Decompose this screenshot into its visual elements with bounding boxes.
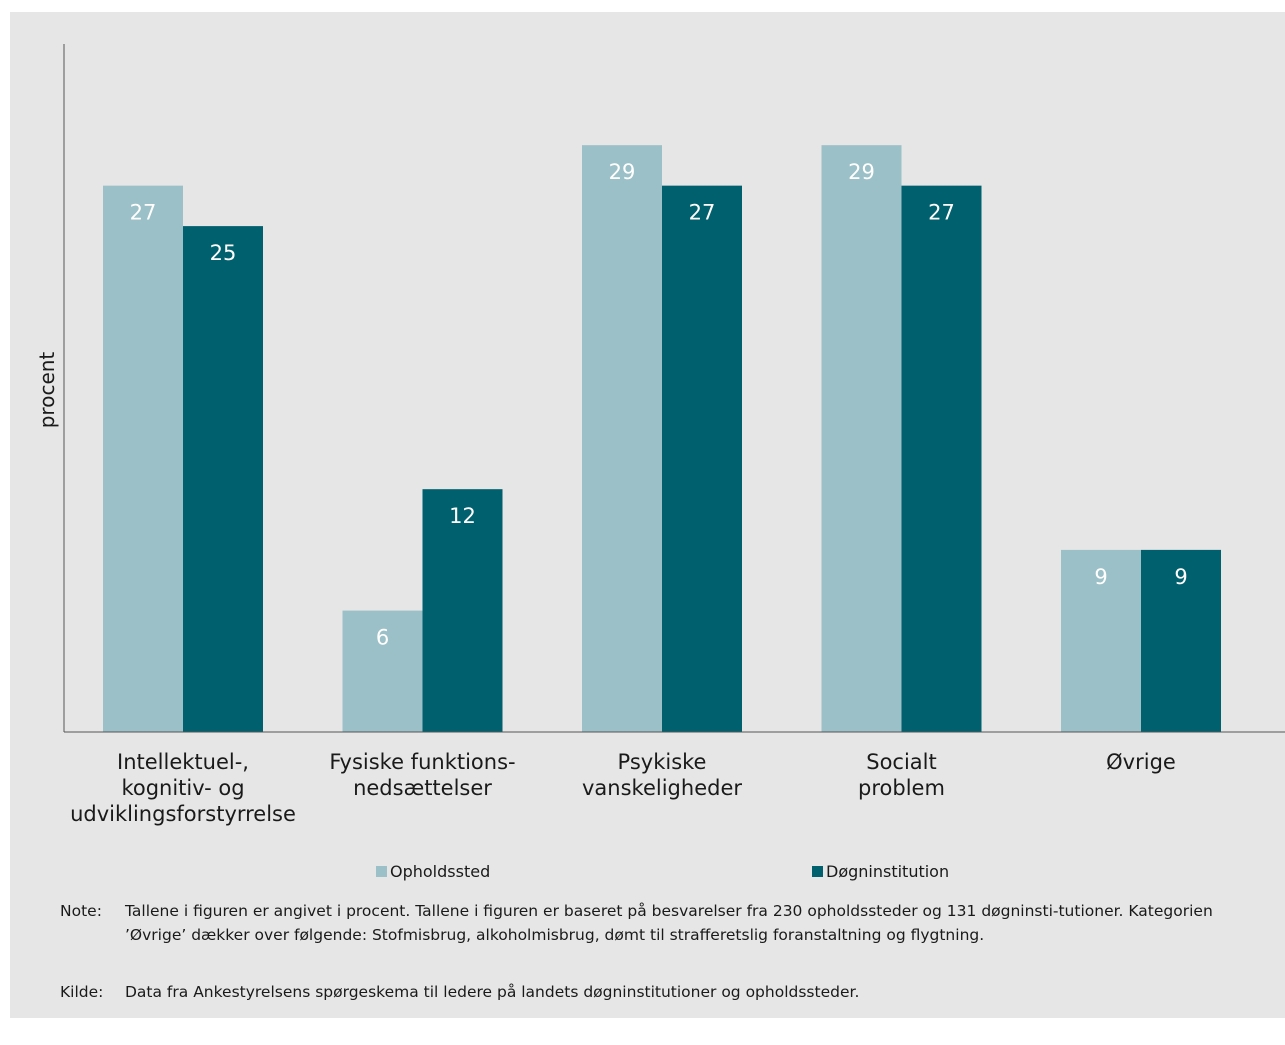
legend-item-opholdssted: Opholdssted xyxy=(376,862,490,881)
bar-opholdssted-4 xyxy=(1061,549,1141,732)
x-tick-label-3: Socialt problem xyxy=(762,749,1042,801)
x-tick-label-line: Psykiske xyxy=(617,750,707,774)
x-tick-label-line: udviklingsforstyrrelse xyxy=(70,802,296,826)
x-tick-label-line: Intellektuel-, xyxy=(117,750,249,774)
legend-label-dogninstitution: Døgninstitution xyxy=(826,862,950,881)
y-axis-label: procent xyxy=(35,352,59,429)
bar-opholdssted-3 xyxy=(821,145,902,733)
legend-swatch-opholdssted xyxy=(376,866,387,877)
x-tick-label-line: vanskeligheder xyxy=(582,776,742,800)
x-tick-label-line: Øvrige xyxy=(1106,750,1176,774)
note-label: Note: xyxy=(60,902,102,920)
x-tick-label-2: Psykiske vanskeligheder xyxy=(522,749,802,801)
legend-swatch-dogninstitution xyxy=(812,866,823,877)
data-label-opholdssted-2: 29 xyxy=(609,160,636,184)
data-label-dogninstitution-2: 27 xyxy=(689,201,716,225)
data-label-opholdssted-4: 9 xyxy=(1094,565,1107,589)
bar-opholdssted-0 xyxy=(103,185,183,732)
x-tick-label-line: kognitiv- og xyxy=(121,776,245,800)
x-tick-label-line: nedsættelser xyxy=(353,776,492,800)
bar-dogninstitution-4 xyxy=(1141,549,1221,732)
data-label-opholdssted-3: 29 xyxy=(848,160,875,184)
x-tick-label-line: Socialt xyxy=(866,750,937,774)
x-tick-label-0: Intellektuel-, kognitiv- og udviklingsfors… xyxy=(43,749,323,827)
data-label-opholdssted-0: 27 xyxy=(130,201,157,225)
bar-opholdssted-2 xyxy=(582,145,662,733)
note: Note: Tallene i figuren er angivet i pro… xyxy=(60,900,1275,947)
bar-dogninstitution-3 xyxy=(901,185,982,732)
data-label-dogninstitution-3: 27 xyxy=(928,201,955,225)
data-label-dogninstitution-4: 9 xyxy=(1174,565,1187,589)
source-text: Data fra Ankestyrelsens spørgeskema til … xyxy=(125,983,860,1001)
bar-dogninstitution-2 xyxy=(662,185,742,732)
x-tick-label-line: Fysiske funktions- xyxy=(329,750,516,774)
note-text: Tallene i figuren er angivet i procent. … xyxy=(125,902,1213,944)
data-label-opholdssted-1: 6 xyxy=(376,626,389,650)
source: Kilde: Data fra Ankestyrelsens spørgeske… xyxy=(60,981,1275,1005)
chart-panel: 27 25 6 12 29 27 29 27 9 9 procent Intellektuel-,… xyxy=(10,12,1285,1018)
bar-chart: 27 25 6 12 29 27 29 27 9 9 procent xyxy=(35,44,1285,733)
data-label-dogninstitution-0: 25 xyxy=(210,241,237,265)
bar-dogninstitution-0 xyxy=(183,226,263,732)
legend-item-dogninstitution: Døgninstitution xyxy=(812,862,949,881)
bar-opholdssted-1 xyxy=(342,610,423,732)
legend-label-opholdssted: Opholdssted xyxy=(390,862,491,881)
x-tick-label-4: Øvrige xyxy=(1001,749,1281,775)
source-label: Kilde: xyxy=(60,983,104,1001)
x-tick-label-1: Fysiske funktions-nedsættelser xyxy=(283,749,563,801)
bar-dogninstitution-1 xyxy=(422,489,503,732)
data-label-dogninstitution-1: 12 xyxy=(449,504,476,528)
x-tick-label-line: problem xyxy=(858,776,945,800)
